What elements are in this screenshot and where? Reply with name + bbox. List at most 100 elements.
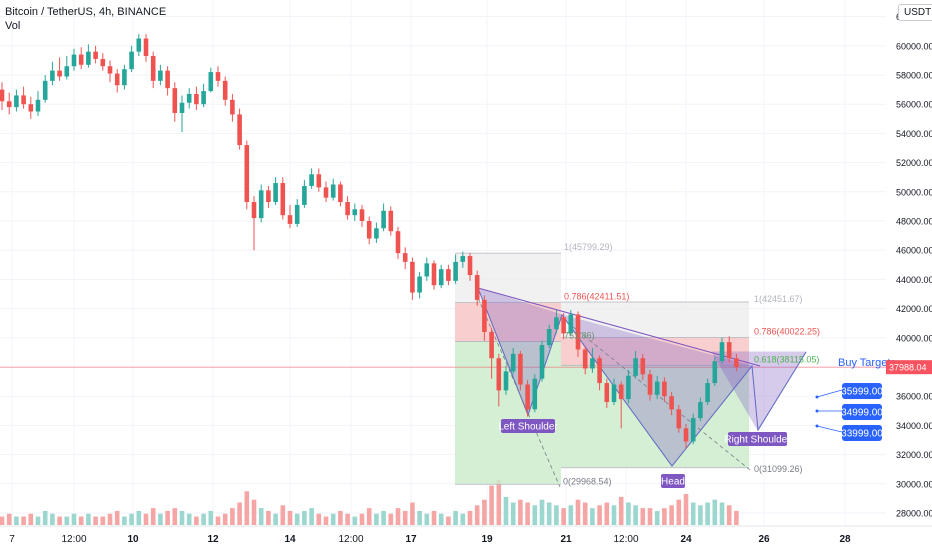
buy-target-box — [842, 383, 882, 399]
candle-body — [525, 384, 530, 410]
head-label: Head — [661, 477, 685, 488]
volume-bar — [251, 499, 257, 525]
candle-body — [424, 263, 430, 277]
buy-target-value: 33999.00 — [841, 429, 883, 440]
candle-body — [352, 209, 358, 216]
volume-bar — [258, 508, 264, 525]
volume-bar — [150, 508, 156, 525]
volume-bar — [395, 508, 401, 525]
x-tick-label: 12 — [207, 534, 219, 545]
x-tick-label: 26 — [758, 534, 770, 545]
candle-body — [510, 353, 516, 372]
left-shoulder-label-box — [501, 419, 555, 433]
volume-bar — [546, 502, 552, 525]
candle-body — [719, 342, 725, 362]
fib1-grey-zone — [455, 253, 561, 303]
candle-body — [14, 95, 19, 108]
volume-bar — [683, 494, 689, 525]
volume-bar — [525, 502, 530, 525]
head-label-box — [661, 474, 685, 488]
y-tick-label: 42000.00 — [896, 304, 932, 314]
x-tick-label: 17 — [405, 534, 417, 545]
volume-bar — [172, 508, 178, 525]
candle-body — [575, 314, 581, 350]
candle-body — [294, 204, 300, 224]
y-tick-label: 54000.00 — [896, 129, 932, 139]
candle-body — [734, 358, 739, 368]
candle-body — [150, 56, 156, 81]
candle-body — [618, 384, 624, 400]
candle-body — [410, 261, 415, 293]
volume-bar — [57, 516, 62, 525]
candle-body — [662, 381, 667, 397]
candle-body — [590, 358, 595, 369]
grid — [0, 0, 886, 525]
candle-body — [273, 183, 278, 203]
fib1-label-0786: 0.786(42411.51) — [564, 292, 629, 302]
candle-body — [467, 256, 473, 276]
volume-bar — [71, 513, 77, 525]
fib1-red-zone — [455, 302, 561, 342]
volume-bar — [388, 513, 394, 525]
y-tick-label: 32000.00 — [896, 450, 932, 460]
candle-body — [597, 358, 602, 384]
volume-bar — [460, 513, 466, 525]
candle-body — [71, 54, 77, 67]
volume-bar — [604, 502, 610, 525]
volume-bar — [561, 508, 566, 525]
fib2-label-0786: 0.786(40022.25) — [754, 326, 820, 336]
candle-body — [690, 418, 696, 442]
volume-bar — [302, 510, 307, 525]
candle-body — [330, 184, 336, 198]
volume-bar — [626, 502, 631, 525]
volume-bar — [309, 508, 314, 525]
x-tick-label: 7 — [9, 534, 15, 545]
fib1-label-0618: 751.86) — [564, 330, 595, 340]
candle-body — [453, 261, 458, 281]
volume-bar — [647, 508, 653, 525]
x-tick-label: 10 — [127, 534, 139, 545]
candle-body — [431, 263, 437, 286]
candle-body — [21, 95, 26, 105]
symbol-title[interactable]: Bitcoin / TetherUS, 4h, BINANCE — [5, 6, 167, 18]
volume-bar — [496, 480, 502, 525]
volume-indicator-label[interactable]: Vol — [5, 20, 21, 32]
volume-bar — [568, 505, 574, 525]
buy-target-box — [842, 425, 882, 441]
candle-body — [230, 99, 235, 115]
volume-bar — [35, 516, 41, 525]
currency-button[interactable]: USDT — [898, 4, 932, 21]
volume-bar — [518, 499, 523, 525]
volume-bar — [366, 508, 372, 525]
candle-body — [683, 428, 689, 442]
candle-body — [503, 371, 509, 391]
candle-body — [374, 228, 379, 239]
candle-body — [669, 396, 674, 410]
volume-bar — [165, 510, 170, 525]
y-tick-label: 36000.00 — [896, 392, 932, 402]
candle-body — [122, 69, 127, 86]
candle-body — [345, 202, 350, 216]
candle-body — [705, 383, 710, 403]
candle-body — [222, 80, 228, 100]
candle-body — [554, 317, 559, 330]
volume-bar — [114, 510, 120, 525]
volume-bar — [186, 513, 192, 525]
candle-body — [446, 269, 451, 281]
volume-bar — [14, 516, 19, 525]
candle-body — [64, 66, 70, 77]
candle-body — [215, 72, 221, 81]
volume-bar — [705, 502, 710, 525]
candle-body — [532, 378, 538, 410]
volume-bar — [330, 513, 336, 525]
volume-bars — [0, 480, 739, 525]
volume-bar — [93, 516, 98, 525]
y-tick-label: 44000.00 — [896, 275, 932, 285]
x-tick-label: 12:00 — [613, 534, 638, 545]
candle-body — [114, 73, 120, 86]
volume-bar — [374, 513, 379, 525]
candle-body — [35, 99, 41, 112]
y-tick-label: 58000.00 — [896, 71, 932, 81]
